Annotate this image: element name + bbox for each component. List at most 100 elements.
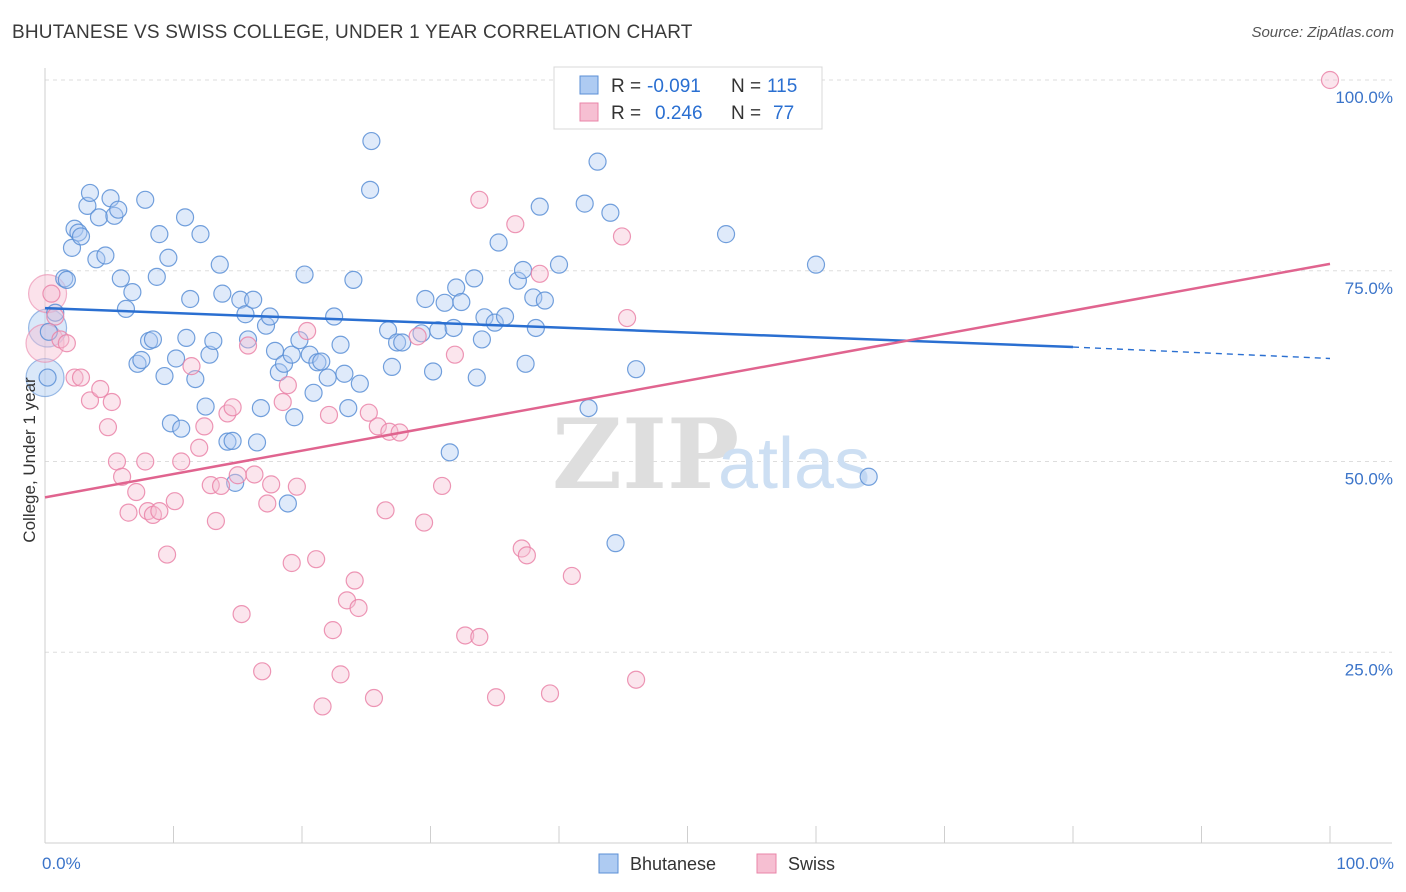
point-swiss-52 [376, 501, 395, 520]
y-tick-labels: 25.0% 50.0% 75.0% 100.0% [1335, 88, 1393, 679]
point-bhutanese-109 [806, 255, 826, 274]
point-bhutanese-19 [123, 283, 142, 302]
point-bhutanese-39 [204, 331, 223, 351]
point-bhutanese-84 [444, 318, 463, 338]
point-swiss-8 [98, 418, 118, 437]
point-swiss-61 [470, 190, 489, 209]
legend-bottom-swatch-swiss [756, 853, 777, 874]
point-bhutanese-59 [290, 331, 309, 350]
point-bhutanese-106 [606, 534, 625, 553]
point-swiss-28 [223, 398, 242, 417]
point-bhutanese-83 [440, 443, 459, 462]
point-swiss-67 [540, 684, 560, 703]
point-swiss-40 [298, 321, 317, 341]
point-bhutanese-34 [181, 289, 200, 309]
x-tick-label-min: 0.0% [42, 854, 81, 873]
point-bhutanese-88 [467, 368, 486, 387]
point-swiss-71 [618, 308, 637, 328]
point-bhutanese-107 [626, 360, 646, 379]
point-swiss-23 [195, 417, 214, 436]
point-bhutanese-92 [489, 233, 508, 252]
point-bhutanese-24 [143, 330, 163, 349]
legend-n-value-2: 77 [773, 103, 794, 124]
y-tick-label-75: 75.0% [1345, 279, 1393, 298]
point-swiss-4 [65, 368, 84, 387]
point-bhutanese-28 [159, 248, 178, 267]
point-bhutanese-42 [218, 432, 237, 451]
point-bhutanese-4 [57, 270, 76, 290]
point-bhutanese-31 [172, 419, 191, 438]
point-bhutanese-49 [247, 433, 267, 452]
point-bhutanese-94 [508, 271, 527, 290]
point-swiss-5 [71, 368, 91, 387]
point-swiss-41 [307, 550, 326, 569]
legend-r-value-1: -0.091 [647, 76, 701, 97]
point-bhutanese-8 [71, 227, 91, 246]
point-bhutanese-58 [285, 408, 304, 427]
legend-n-label-2: N = [731, 103, 761, 124]
point-swiss-70 [612, 227, 632, 246]
point-bhutanese-96 [516, 354, 535, 373]
point-bhutanese-13 [96, 246, 115, 265]
point-bhutanese-93 [495, 307, 515, 326]
point-bhutanese-105 [601, 203, 620, 222]
point-bhutanese-37 [196, 397, 215, 416]
point-bhutanese-26 [150, 225, 169, 244]
point-bhutanese-65 [318, 368, 337, 387]
point-bhutanese-45 [231, 290, 250, 309]
point-bhutanese-70 [344, 270, 363, 290]
point-bhutanese-80 [423, 362, 443, 381]
point-swiss-34 [258, 494, 277, 513]
point-swiss-6 [80, 391, 100, 410]
point-bhutanese-95 [513, 260, 533, 280]
point-bhutanese-30 [166, 349, 186, 368]
point-swiss-0 [42, 284, 61, 303]
point-swiss-59 [456, 626, 475, 645]
legend-n-value-1: 115 [767, 76, 797, 97]
point-bhutanese-48 [244, 290, 263, 309]
point-bhutanese-40 [210, 255, 229, 274]
point-swiss-73 [1320, 70, 1340, 90]
point-bhutanese-99 [530, 197, 549, 216]
point-swiss-49 [359, 403, 378, 422]
trend-lines [44, 262, 1331, 499]
point-bhutanese-103 [579, 398, 598, 418]
legend-bottom: Bhutanese Swiss [598, 853, 835, 874]
point-swiss-32 [245, 465, 264, 484]
point-swiss-36 [273, 392, 292, 412]
point-swiss-57 [432, 476, 452, 496]
point-swiss-58 [445, 345, 465, 364]
point-bhutanese-86 [452, 292, 471, 312]
trend-line-bhutanese-extension [1072, 346, 1331, 360]
point-swiss-51 [368, 417, 387, 436]
point-bhutanese-60 [295, 265, 314, 284]
point-bhutanese-101 [549, 255, 569, 274]
point-bhutanese-47 [238, 330, 258, 349]
point-bhutanese-17 [111, 269, 130, 288]
data-points [25, 70, 1340, 716]
point-swiss-47 [345, 571, 364, 590]
point-bhutanese-61 [300, 345, 319, 364]
point-swiss-21 [182, 357, 201, 376]
point-swiss-12 [119, 503, 138, 522]
grid-lines [45, 79, 1392, 653]
point-swiss-63 [506, 215, 525, 234]
point-swiss-37 [278, 376, 297, 395]
point-swiss-7 [91, 379, 110, 399]
point-swiss-25 [206, 511, 226, 531]
point-bhutanese-75 [382, 357, 402, 376]
point-swiss-44 [323, 621, 342, 640]
point-swiss-29 [228, 466, 247, 485]
point-swiss-3 [57, 334, 76, 353]
point-swiss-24 [201, 476, 220, 495]
point-bhutanese-81 [429, 321, 448, 340]
point-bhutanese-12 [89, 208, 109, 227]
legend-n-label-1: N = [731, 76, 761, 97]
point-swiss-22 [190, 438, 209, 457]
point-swiss-18 [157, 545, 177, 564]
point-bhutanese-10 [80, 183, 100, 203]
point-swiss-66 [530, 264, 549, 283]
point-swiss-72 [626, 670, 646, 689]
point-swiss-45 [331, 665, 350, 684]
point-swiss-9 [102, 392, 121, 412]
